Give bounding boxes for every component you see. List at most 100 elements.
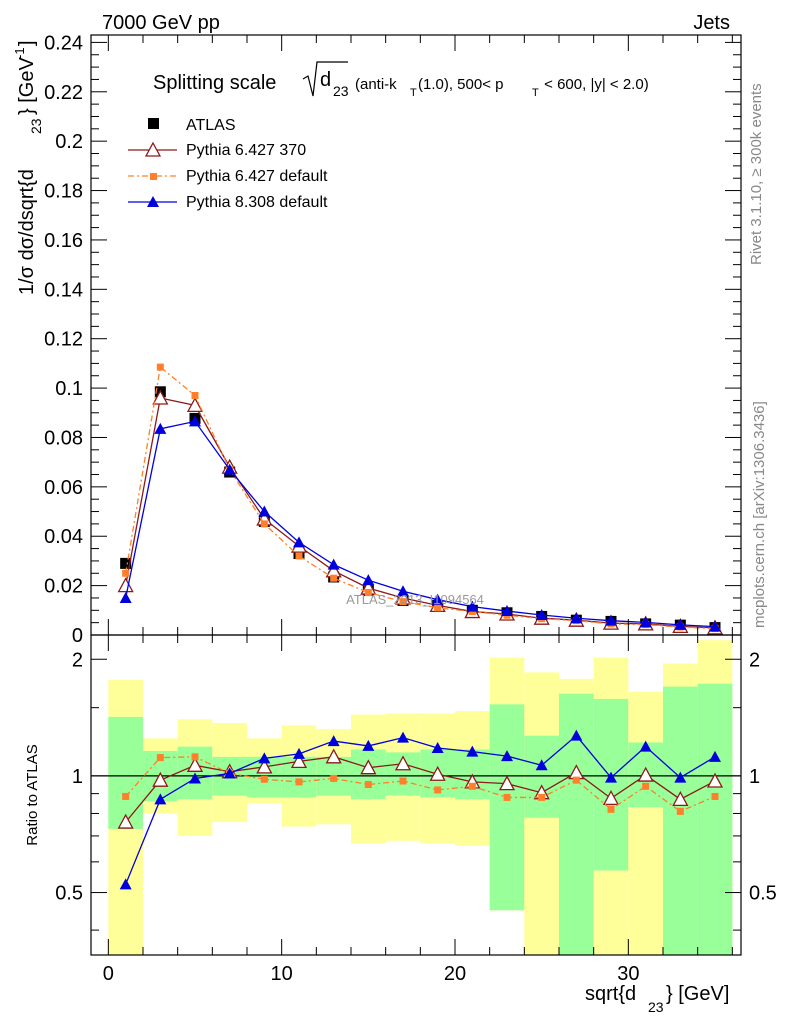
- p6-default-data-point: [330, 574, 338, 582]
- p6-370-ratio-point: [637, 766, 654, 782]
- p8-default-ratio-line: [125, 734, 716, 885]
- p6-370-ratio-point: [290, 753, 308, 769]
- legend-p6-370-marker: [144, 141, 162, 157]
- y-tick-label: 0.18: [44, 181, 83, 203]
- ratio-band-inner: [697, 683, 733, 955]
- p8-default-data-point: [189, 415, 201, 427]
- x-tick-label: 10: [271, 963, 293, 985]
- legend-p6-370-label: Pythia 6.427 370: [186, 142, 306, 159]
- p8-default-data-point: [293, 536, 305, 548]
- ratio-y-tick-label-right: 2: [749, 649, 760, 671]
- x-axis-label-a: sqrt{d: [585, 983, 636, 1005]
- y-tick-label: 0.1: [55, 378, 83, 400]
- p8-default-data-point: [639, 616, 652, 628]
- p6-default-data-point: [156, 363, 164, 371]
- p8-default-data-point: [431, 593, 444, 605]
- p8-default-ratio-point: [189, 772, 201, 784]
- rivet-label: Rivet 3.1.10, ≥ 300k events: [748, 83, 765, 265]
- chart-title-kt-sub: T: [410, 87, 417, 99]
- p6-default-ratio-point: [468, 782, 476, 790]
- p6-370-ratio-point: [256, 758, 273, 774]
- ratio-panel-frame: [90, 634, 742, 956]
- y-tick-label: 0: [72, 625, 83, 647]
- y-axis-label-c: ]: [16, 40, 38, 46]
- p6-370-ratio-point: [325, 748, 342, 764]
- ratio-plot-area: [91, 640, 741, 955]
- p6-default-ratio-point: [191, 753, 199, 761]
- p8-default-ratio-point: [223, 767, 236, 779]
- p6-370-ratio-point: [394, 755, 412, 771]
- p6-default-ratio-point: [330, 774, 338, 782]
- p8-default-ratio-point: [397, 731, 409, 743]
- y-axis-label-sup: -1: [12, 47, 27, 59]
- y-axis-label-sub: 23: [28, 118, 44, 134]
- p8-default-ratio-point: [570, 729, 583, 741]
- p6-default-data-point: [122, 569, 130, 577]
- y-tick-label: 0.04: [44, 526, 83, 548]
- legend-p6-default-label: Pythia 6.427 default: [186, 168, 328, 185]
- p8-default-ratio-point: [431, 742, 444, 754]
- y-tick-label: 0.16: [44, 230, 83, 252]
- chart-title: Splitting scale d 23 (anti-k T (1.0), 50…: [153, 61, 649, 99]
- p8-default-data-point: [397, 585, 409, 597]
- chart-title-paren-a: (anti-k: [355, 76, 397, 93]
- ratio-band-inner: [663, 686, 698, 955]
- sqrt-symbol-icon: [302, 61, 348, 97]
- p8-default-ratio-point: [293, 747, 305, 759]
- p8-default-ratio-point: [466, 745, 479, 757]
- x-axis-label-sub: 23: [648, 999, 664, 1015]
- p6-370-ratio-point: [429, 765, 446, 781]
- process-label: Jets: [693, 12, 730, 34]
- p6-default-ratio-point: [607, 805, 615, 813]
- p6-default-ratio-point: [642, 782, 650, 790]
- p6-370-data-point: [152, 389, 169, 405]
- p6-default-ratio-point: [676, 807, 684, 815]
- chart-title-var: d: [320, 69, 331, 91]
- y-tick-label: 0.06: [44, 477, 83, 499]
- p8-default-data-point: [362, 574, 375, 586]
- y-tick-label: 0.14: [44, 279, 83, 301]
- p8-default-data-point: [570, 612, 583, 624]
- p6-default-ratio-point: [122, 792, 130, 800]
- p6-default-ratio-point: [156, 754, 164, 762]
- p8-default-data-point: [223, 463, 236, 475]
- ratio-y-tick-label: 1: [72, 766, 83, 788]
- ratio-y-axis-label: Ratio to ATLAS: [24, 744, 41, 845]
- y-tick-label: 0.12: [44, 329, 83, 351]
- p6-default-ratio-point: [503, 793, 511, 801]
- atlas-data-point: [120, 557, 132, 569]
- p8-default-ratio-point: [258, 752, 271, 764]
- p8-default-data-point: [119, 591, 132, 603]
- p6-370-ratio-point: [186, 756, 204, 772]
- p8-default-ratio-point: [501, 750, 513, 762]
- p8-default-data-point: [674, 618, 687, 630]
- p8-default-ratio-point: [535, 759, 548, 771]
- ratio-band-inner: [524, 735, 559, 818]
- ratio-band-outer: [628, 691, 663, 955]
- p6-default-ratio-point: [711, 792, 719, 800]
- ratio-y-tick-label-right: 0.5: [749, 883, 777, 905]
- p6-370-series-line: [125, 397, 716, 629]
- p8-default-ratio-point: [119, 878, 132, 890]
- p6-default-series-line: [125, 365, 716, 630]
- p8-default-series-line: [125, 420, 716, 628]
- p8-default-data-point: [258, 505, 271, 517]
- p8-default-data-point: [501, 605, 513, 617]
- p6-default-data-point: [260, 520, 268, 528]
- x-tick-label: 20: [444, 963, 466, 985]
- watermark-label: ATLAS_2013_I1094564: [346, 592, 484, 607]
- legend-p6-default-marker: [150, 173, 157, 180]
- p6-370-data-point: [186, 396, 204, 413]
- ratio-band-inner: [351, 749, 386, 800]
- p8-default-ratio-point: [362, 739, 375, 751]
- p6-default-data-point: [399, 598, 407, 606]
- ratio-band-inner: [593, 698, 629, 871]
- p8-default-data-point: [327, 558, 340, 570]
- y-axis-label: 1/σ dσ/dsqrt{d 23 } [GeV -1 ]: [12, 40, 44, 295]
- p6-default-data-point: [434, 604, 442, 612]
- legend-atlas-marker: [148, 118, 159, 129]
- y-tick-label: 0.22: [44, 82, 83, 104]
- chart-title-paren-c: < 600, |y| < 2.0): [540, 76, 649, 93]
- p8-default-ratio-point: [674, 771, 687, 783]
- main-panel-background: [91, 35, 741, 635]
